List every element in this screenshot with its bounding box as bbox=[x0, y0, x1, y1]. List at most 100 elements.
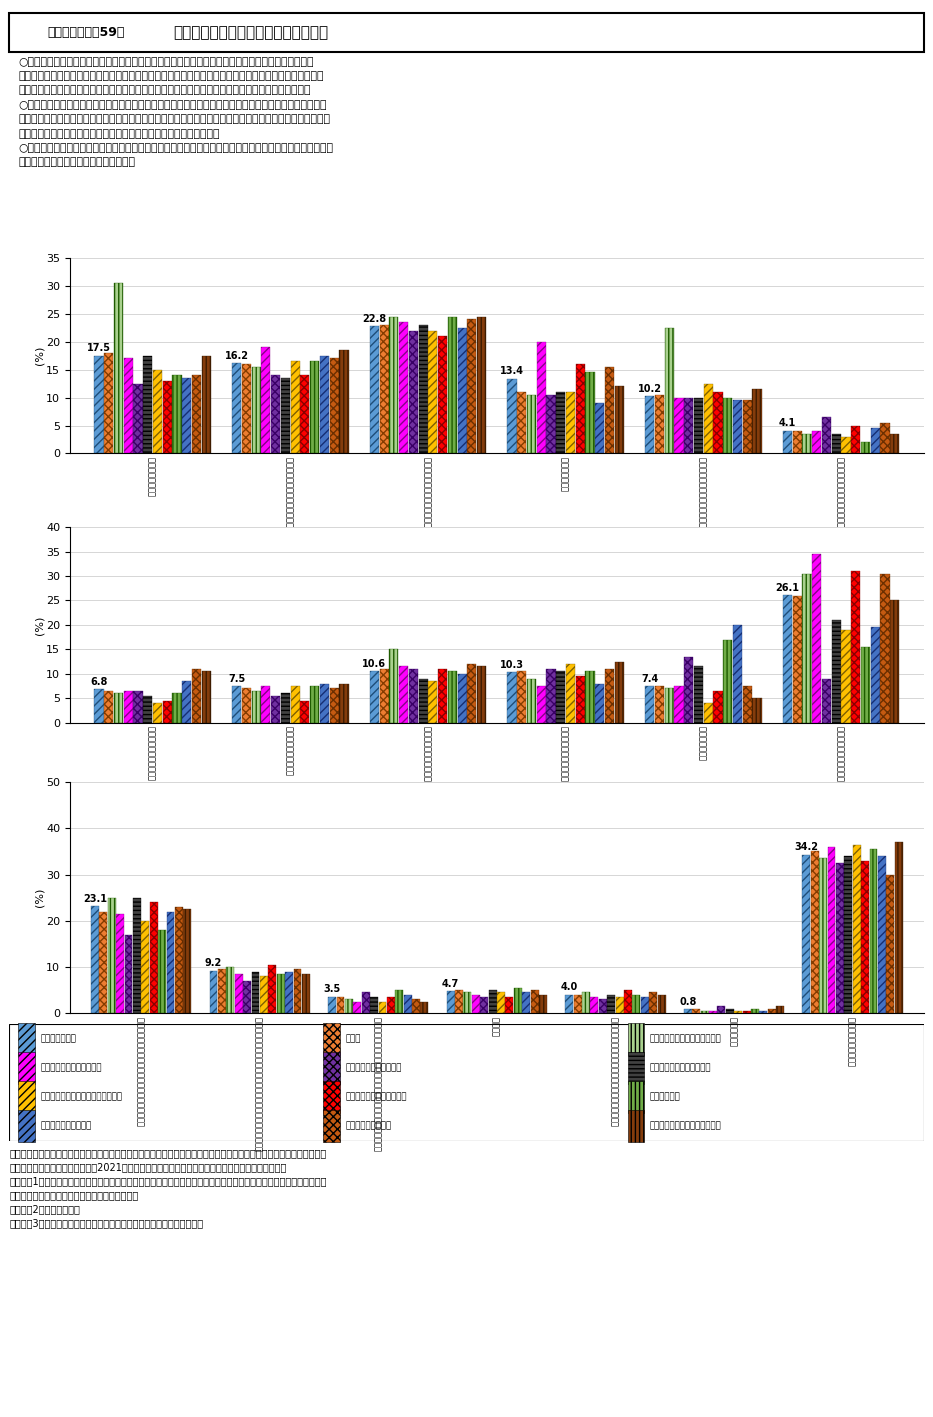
Bar bbox=[438, 669, 447, 723]
Bar bbox=[389, 649, 398, 723]
Bar bbox=[290, 361, 299, 453]
Bar bbox=[595, 404, 605, 453]
Bar bbox=[694, 398, 703, 453]
Bar bbox=[599, 999, 606, 1013]
Bar bbox=[723, 639, 732, 723]
Bar bbox=[733, 401, 742, 453]
Bar bbox=[310, 686, 319, 723]
Bar bbox=[556, 672, 565, 723]
Bar bbox=[252, 367, 260, 453]
Bar bbox=[522, 992, 530, 1013]
Bar bbox=[285, 972, 293, 1013]
Bar bbox=[91, 907, 99, 1013]
Bar bbox=[242, 364, 251, 453]
Bar bbox=[675, 686, 684, 723]
Text: ○　感染拡大の影響が大きかった時期を振り返って、労働者からみて勤め先が行うことが望ましかっ
　　たと考える対応策について業種別にみると、分析対象業種計では、「感: ○ 感染拡大の影響が大きかった時期を振り返って、労働者からみて勤め先が行うことが… bbox=[19, 57, 334, 167]
Bar bbox=[842, 629, 851, 723]
Bar bbox=[733, 625, 742, 723]
Bar bbox=[831, 434, 841, 453]
Bar bbox=[684, 398, 693, 453]
Bar bbox=[302, 973, 310, 1013]
Bar bbox=[421, 1002, 428, 1013]
Bar bbox=[536, 341, 546, 453]
Bar bbox=[692, 1009, 700, 1013]
Bar bbox=[329, 359, 339, 453]
Text: 17.5: 17.5 bbox=[87, 343, 111, 353]
Bar bbox=[379, 1002, 386, 1013]
Bar bbox=[539, 995, 547, 1013]
Bar bbox=[633, 995, 640, 1013]
Bar bbox=[655, 686, 664, 723]
Text: 社会保険・社会福祉・介護事業: 社会保険・社会福祉・介護事業 bbox=[650, 1034, 722, 1043]
Text: 資料出所　（独）労働政策研究・研修機構「新型コロナウイルス感染症の感染拡大下における労働者の働き方に関する調
　　　　　査（労働者調査）」（2021年）をもとに: 資料出所 （独）労働政策研究・研修機構「新型コロナウイルス感染症の感染拡大下にお… bbox=[9, 1148, 327, 1227]
Bar bbox=[836, 863, 843, 1013]
Bar bbox=[723, 398, 732, 453]
Bar bbox=[380, 324, 389, 453]
Bar bbox=[125, 935, 132, 1013]
Bar bbox=[870, 428, 880, 453]
Bar bbox=[655, 395, 664, 453]
Bar bbox=[582, 992, 590, 1013]
Bar bbox=[566, 393, 575, 453]
Bar bbox=[114, 283, 123, 453]
Bar bbox=[94, 690, 104, 723]
Bar bbox=[802, 574, 812, 723]
Bar bbox=[828, 847, 835, 1013]
Bar bbox=[467, 319, 477, 453]
Bar bbox=[628, 1110, 645, 1142]
Bar bbox=[664, 327, 674, 453]
Bar bbox=[714, 691, 722, 723]
Bar bbox=[783, 595, 792, 723]
Bar bbox=[684, 656, 693, 723]
Bar bbox=[878, 856, 885, 1013]
Bar bbox=[709, 1010, 717, 1013]
Bar bbox=[547, 395, 556, 453]
Bar bbox=[133, 691, 143, 723]
Bar bbox=[369, 326, 379, 453]
Bar bbox=[272, 376, 280, 453]
Bar bbox=[536, 686, 546, 723]
Bar bbox=[340, 683, 349, 723]
Bar bbox=[412, 999, 420, 1013]
Bar bbox=[153, 370, 162, 453]
Bar bbox=[447, 992, 454, 1013]
Bar bbox=[822, 679, 831, 723]
Bar bbox=[624, 990, 632, 1013]
Bar bbox=[576, 676, 585, 723]
Bar bbox=[337, 998, 344, 1013]
Text: 22.8: 22.8 bbox=[362, 313, 386, 323]
Bar bbox=[477, 316, 486, 453]
Bar bbox=[591, 998, 598, 1013]
Bar bbox=[281, 378, 290, 453]
Text: 生活関連サービス業: 生活関連サービス業 bbox=[345, 1122, 391, 1131]
Bar bbox=[290, 686, 299, 723]
Bar bbox=[389, 316, 398, 453]
Bar bbox=[615, 387, 624, 453]
Bar bbox=[133, 898, 141, 1013]
Bar bbox=[811, 852, 818, 1013]
Bar bbox=[703, 703, 713, 723]
Bar bbox=[574, 995, 581, 1013]
Bar bbox=[586, 672, 594, 723]
Bar bbox=[252, 691, 260, 723]
Bar bbox=[387, 998, 395, 1013]
Bar bbox=[184, 910, 191, 1013]
Bar bbox=[464, 992, 471, 1013]
Bar bbox=[167, 911, 174, 1013]
Bar bbox=[252, 972, 259, 1013]
Bar bbox=[743, 1010, 750, 1013]
Bar bbox=[124, 691, 132, 723]
Bar bbox=[244, 981, 251, 1013]
Bar bbox=[870, 628, 880, 723]
Bar bbox=[399, 666, 408, 723]
Text: 分析対象業種計: 分析対象業種計 bbox=[40, 1034, 77, 1043]
Bar bbox=[628, 1051, 645, 1084]
Bar bbox=[108, 898, 116, 1013]
Bar bbox=[162, 700, 172, 723]
Bar bbox=[202, 356, 211, 453]
Bar bbox=[743, 686, 752, 723]
Bar bbox=[658, 995, 665, 1013]
Bar bbox=[752, 390, 761, 453]
Bar bbox=[457, 673, 466, 723]
Bar bbox=[645, 686, 654, 723]
